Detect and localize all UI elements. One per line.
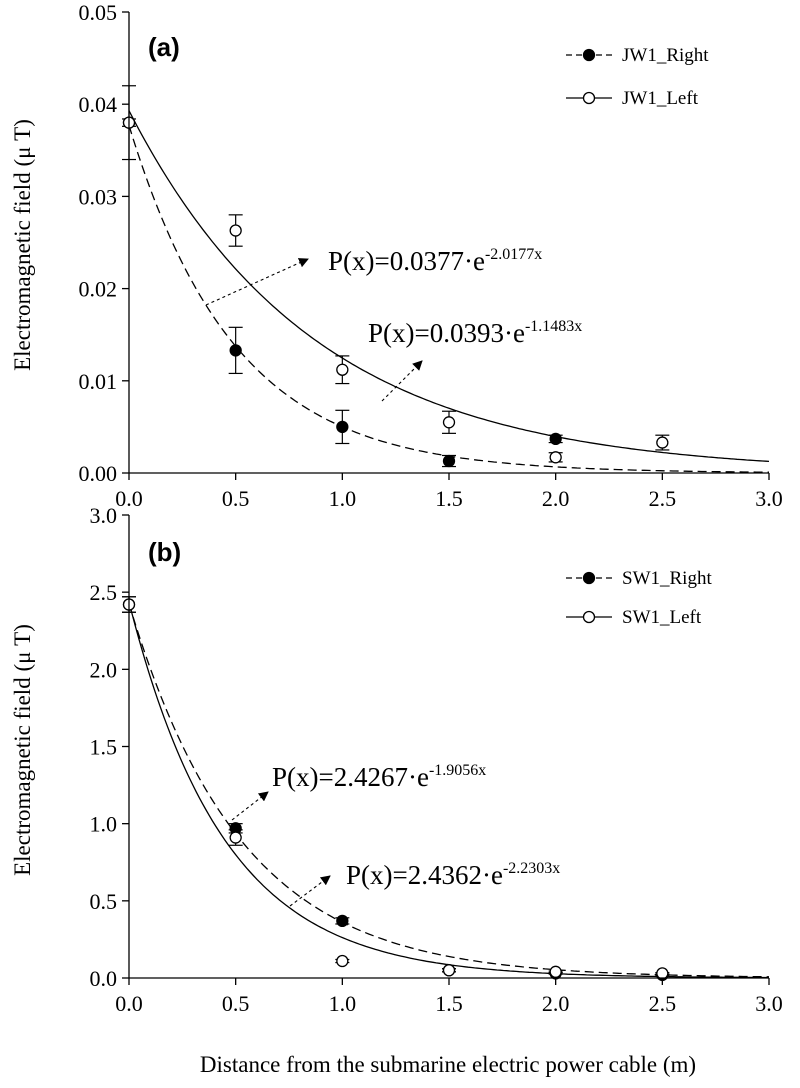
- x-tick-label: 1.5: [435, 991, 463, 1016]
- x-tick-label: 1.0: [329, 486, 357, 511]
- data-point-jw1-right: [336, 420, 349, 434]
- data-point-jw1-left: [549, 451, 562, 464]
- legend-label: SW1_Right: [622, 568, 712, 589]
- data-point-jw1-right: [549, 432, 562, 446]
- x-tick-label: 2.5: [649, 486, 677, 511]
- legend-label: SW1_Left: [622, 607, 702, 628]
- x-tick-label: 0.5: [222, 486, 250, 511]
- x-tick-label: 2.5: [649, 991, 677, 1016]
- y-tick-label: 3.0: [90, 503, 118, 528]
- data-point-jw1-right: [442, 454, 456, 468]
- x-tick-label: 1.5: [435, 486, 463, 511]
- y-tick-label: 0.03: [79, 184, 118, 209]
- panel-label: (a): [148, 32, 180, 62]
- fit-equation: P(x)=0.0377·e-2.0177x: [328, 246, 542, 276]
- legend-item-sw1-left: SW1_Left: [566, 607, 702, 628]
- annotation-arrow: [289, 875, 331, 907]
- annotation-arrow: [231, 791, 269, 821]
- y-tick-label: 0.00: [79, 461, 118, 486]
- panel-a: 0.00 0.01 0.02 0.03 0.04 0.05 0.0 0.5 1.0 1.5 2.0 2…: [10, 0, 783, 511]
- annotation-arrow: [205, 258, 309, 306]
- y-tick-label: 0.02: [79, 277, 118, 302]
- fit-equation-annotation: P(x)=0.0377·e-2.0177x: [205, 246, 542, 306]
- data-point-sw1-left: [229, 831, 242, 844]
- fit-equation: P(x)=2.4362·e-2.2303x: [346, 860, 560, 890]
- x-tick-label: 0.5: [222, 991, 250, 1016]
- fit-equation-annotation: P(x)=2.4267·e-1.9056x: [231, 762, 486, 821]
- y-axis-label: Electromagnetic field (μ T): [10, 119, 35, 371]
- fit-equation: P(x)=2.4267·e-1.9056x: [272, 762, 486, 792]
- data-point-jw1-right: [229, 344, 242, 357]
- data-point-sw1-left: [549, 965, 562, 978]
- legend-item-jw1-left: JW1_Left: [566, 88, 699, 109]
- data-point-jw1-left: [656, 436, 669, 449]
- fit-curve-dashed: [128, 603, 770, 978]
- x-tick-label: 0.0: [115, 486, 143, 511]
- y-tick-label: 2.5: [90, 580, 118, 605]
- x-tick-label: 2.0: [542, 991, 570, 1016]
- legend-item-jw1-right: JW1_Right: [566, 45, 709, 66]
- fit-curve-solid: [128, 110, 770, 463]
- x-tick-label: 1.0: [329, 991, 357, 1016]
- legend-item-sw1-right: SW1_Right: [566, 568, 712, 589]
- y-axis-label: Electromagnetic field (μ T): [10, 624, 35, 876]
- fit-equation-annotation: P(x)=0.0393·e-1.1483x: [368, 318, 582, 402]
- x-tick-label: 0.0: [115, 991, 143, 1016]
- data-point-jw1-left: [336, 363, 349, 376]
- legend-label: JW1_Left: [622, 88, 699, 109]
- y-tick-label: 0.0: [90, 966, 118, 991]
- data-point-jw1-left: [442, 416, 456, 429]
- data-point-sw1-left: [656, 967, 669, 980]
- panel-b: 0.0 0.5 1.0 1.5 2.0 2.5 3.0 0.0 0.5 1.0 1.5 2.0 2.5 3…: [10, 503, 783, 1016]
- y-tick-label: 0.5: [90, 889, 118, 914]
- panel-label: (b): [148, 537, 181, 567]
- fit-equation: P(x)=0.0393·e-1.1483x: [368, 318, 582, 348]
- y-tick-label: 1.0: [90, 812, 118, 837]
- x-axis-label: Distance from the submarine electric pow…: [200, 1052, 696, 1077]
- data-point-sw1-right: [336, 914, 349, 928]
- data-point-jw1-left: [229, 224, 242, 237]
- fit-equation-annotation: P(x)=2.4362·e-2.2303x: [289, 860, 560, 907]
- legend: JW1_Right JW1_Left: [566, 45, 709, 109]
- legend: SW1_Right SW1_Left: [566, 568, 712, 628]
- y-tick-label: 1.5: [90, 735, 118, 760]
- y-tick-label: 0.01: [79, 369, 118, 394]
- x-tick-label: 2.0: [542, 486, 570, 511]
- legend-label: JW1_Right: [622, 45, 709, 66]
- fit-curve-solid: [128, 601, 769, 979]
- y-tick-label: 0.04: [79, 92, 118, 117]
- y-tick-label: 2.0: [90, 657, 118, 682]
- y-tick-label: 0.05: [79, 0, 118, 25]
- x-tick-label: 3.0: [755, 991, 783, 1016]
- data-point-sw1-left: [442, 964, 456, 977]
- x-tick-label: 3.0: [755, 486, 783, 511]
- data-point-sw1-left: [336, 954, 349, 968]
